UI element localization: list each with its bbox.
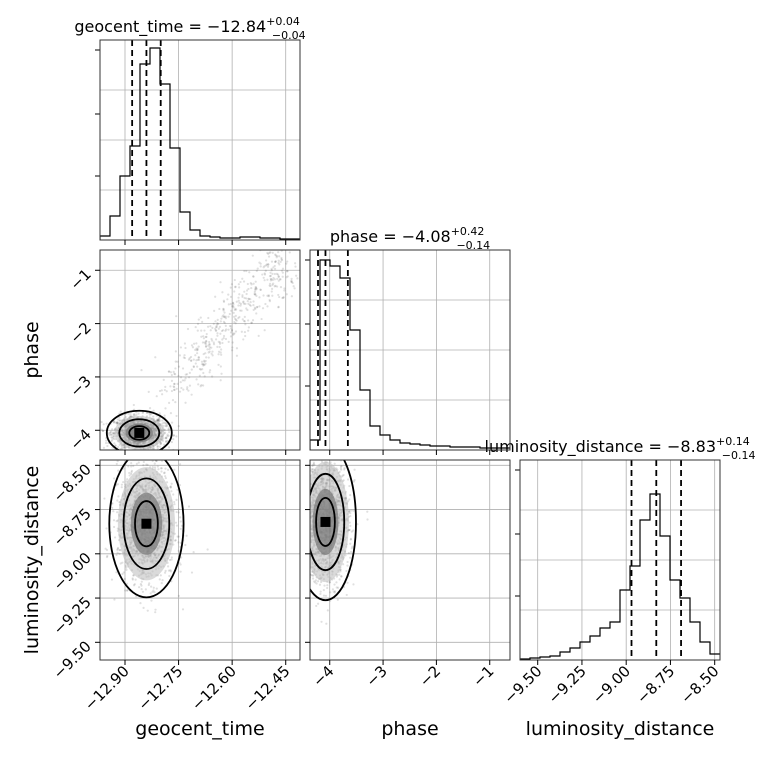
title-phase: phase = −4.08+0.42 −0.14 [330,225,490,252]
histogram-phase [310,259,510,450]
x-axis-label-luminosity-distance: luminosity_distance [526,718,715,740]
title-luminosity-distance: luminosity_distance = −8.83+0.14 −0.14 [485,435,756,462]
contour-middle [122,477,171,570]
x-axis-label-geocent-time: geocent_time [135,718,264,740]
panel-geocent_time-geocent_time [95,39,301,245]
panel-frame [309,249,511,451]
contour-outer [105,409,173,450]
density-peak [134,427,145,438]
contour-inner [134,500,159,548]
panel-content [310,460,369,625]
panel-luminosity_distance-phase: −4 −3 −2 −1 [305,459,511,690]
panel-frame [99,39,301,241]
panel-frame [519,459,721,661]
histogram-geocent_time [100,47,300,240]
contour-outer [108,460,185,599]
panel-content [310,250,510,450]
panel-content [100,40,300,240]
histogram-luminosity_distance [520,493,720,660]
contour-inner [315,496,336,547]
contour-outer [310,460,357,602]
contour-middle [310,472,346,571]
panel-phase-phase [305,249,511,455]
panel-frame [99,249,301,451]
title-geocent-time: geocent_time = −12.84+0.04 −0.04 [74,15,305,42]
density-peak [141,518,152,529]
y-axis-label-phase: phase [21,321,43,378]
contour-middle [118,418,161,448]
density-peak [320,516,331,527]
panel-content [100,250,299,450]
panel-content [103,460,209,614]
x-axis-label-phase: phase [381,718,438,740]
panel-frame [309,459,511,661]
contour-inner [128,425,151,441]
y-axis-label-luminosity-distance: luminosity_distance [21,466,43,655]
panel-frame [99,459,301,661]
panel-content [520,460,720,660]
